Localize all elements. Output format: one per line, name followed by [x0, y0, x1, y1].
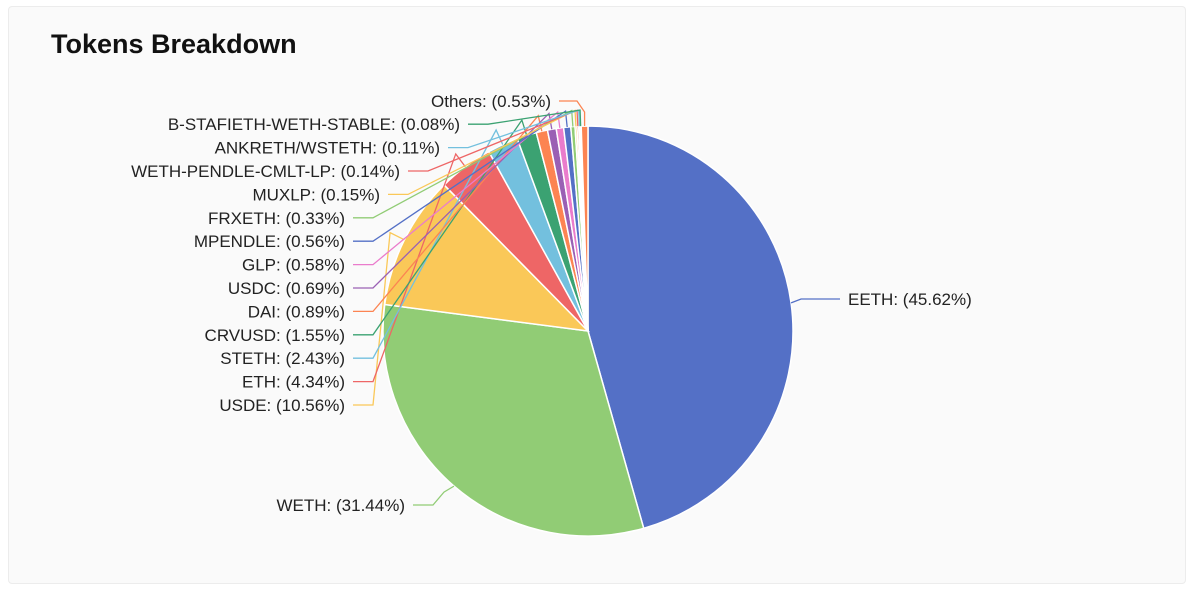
leader-line — [468, 109, 582, 127]
leader-line — [559, 100, 586, 127]
pie-slice[interactable] — [382, 303, 645, 537]
leader-line — [353, 109, 574, 219]
slice-label: WETH: (31.44%) — [277, 496, 405, 515]
leader-line — [388, 109, 577, 196]
leader-line — [448, 109, 581, 149]
pie-slice[interactable] — [580, 125, 589, 332]
slice-label: ETH: (4.34%) — [242, 373, 345, 392]
slice-label: EETH: (45.62%) — [848, 290, 972, 309]
slice-label: DAI: (0.89%) — [248, 302, 345, 321]
chart-title: Tokens Breakdown — [51, 29, 297, 59]
slice-label: MPENDLE: (0.56%) — [194, 232, 345, 251]
slice-label: WETH-PENDLE-CMLT-LP: (0.14%) — [131, 162, 400, 181]
leader-line — [353, 109, 568, 242]
slice-label: FRXETH: (0.33%) — [208, 209, 345, 228]
slice-label: GLP: (0.58%) — [242, 256, 345, 275]
pie-leader-lines — [353, 100, 840, 506]
pie-labels: EETH: (45.62%) WETH: (31.44%) USDE: (10.56… — [131, 92, 972, 515]
slice-label: STETH: (2.43%) — [220, 349, 345, 368]
slice-label: USDC: (0.69%) — [228, 279, 345, 298]
leader-line — [353, 118, 528, 336]
slice-label: B-STAFIETH-WETH-STABLE: (0.08%) — [168, 115, 460, 134]
pie-slices — [382, 125, 794, 537]
leader-line — [408, 109, 579, 172]
slice-label: ANKRETH/WSTETH: (0.11%) — [215, 139, 440, 158]
leader-line — [790, 298, 840, 304]
slice-label: USDE: (10.56%) — [219, 396, 345, 415]
slice-label: Others: (0.53%) — [431, 92, 551, 111]
slice-label: CRVUSD: (1.55%) — [205, 326, 345, 345]
leader-line — [353, 231, 405, 406]
leader-line — [413, 485, 455, 506]
leader-line — [353, 110, 561, 266]
slice-label: MUXLP: (0.15%) — [252, 185, 380, 204]
leader-line — [353, 152, 466, 383]
